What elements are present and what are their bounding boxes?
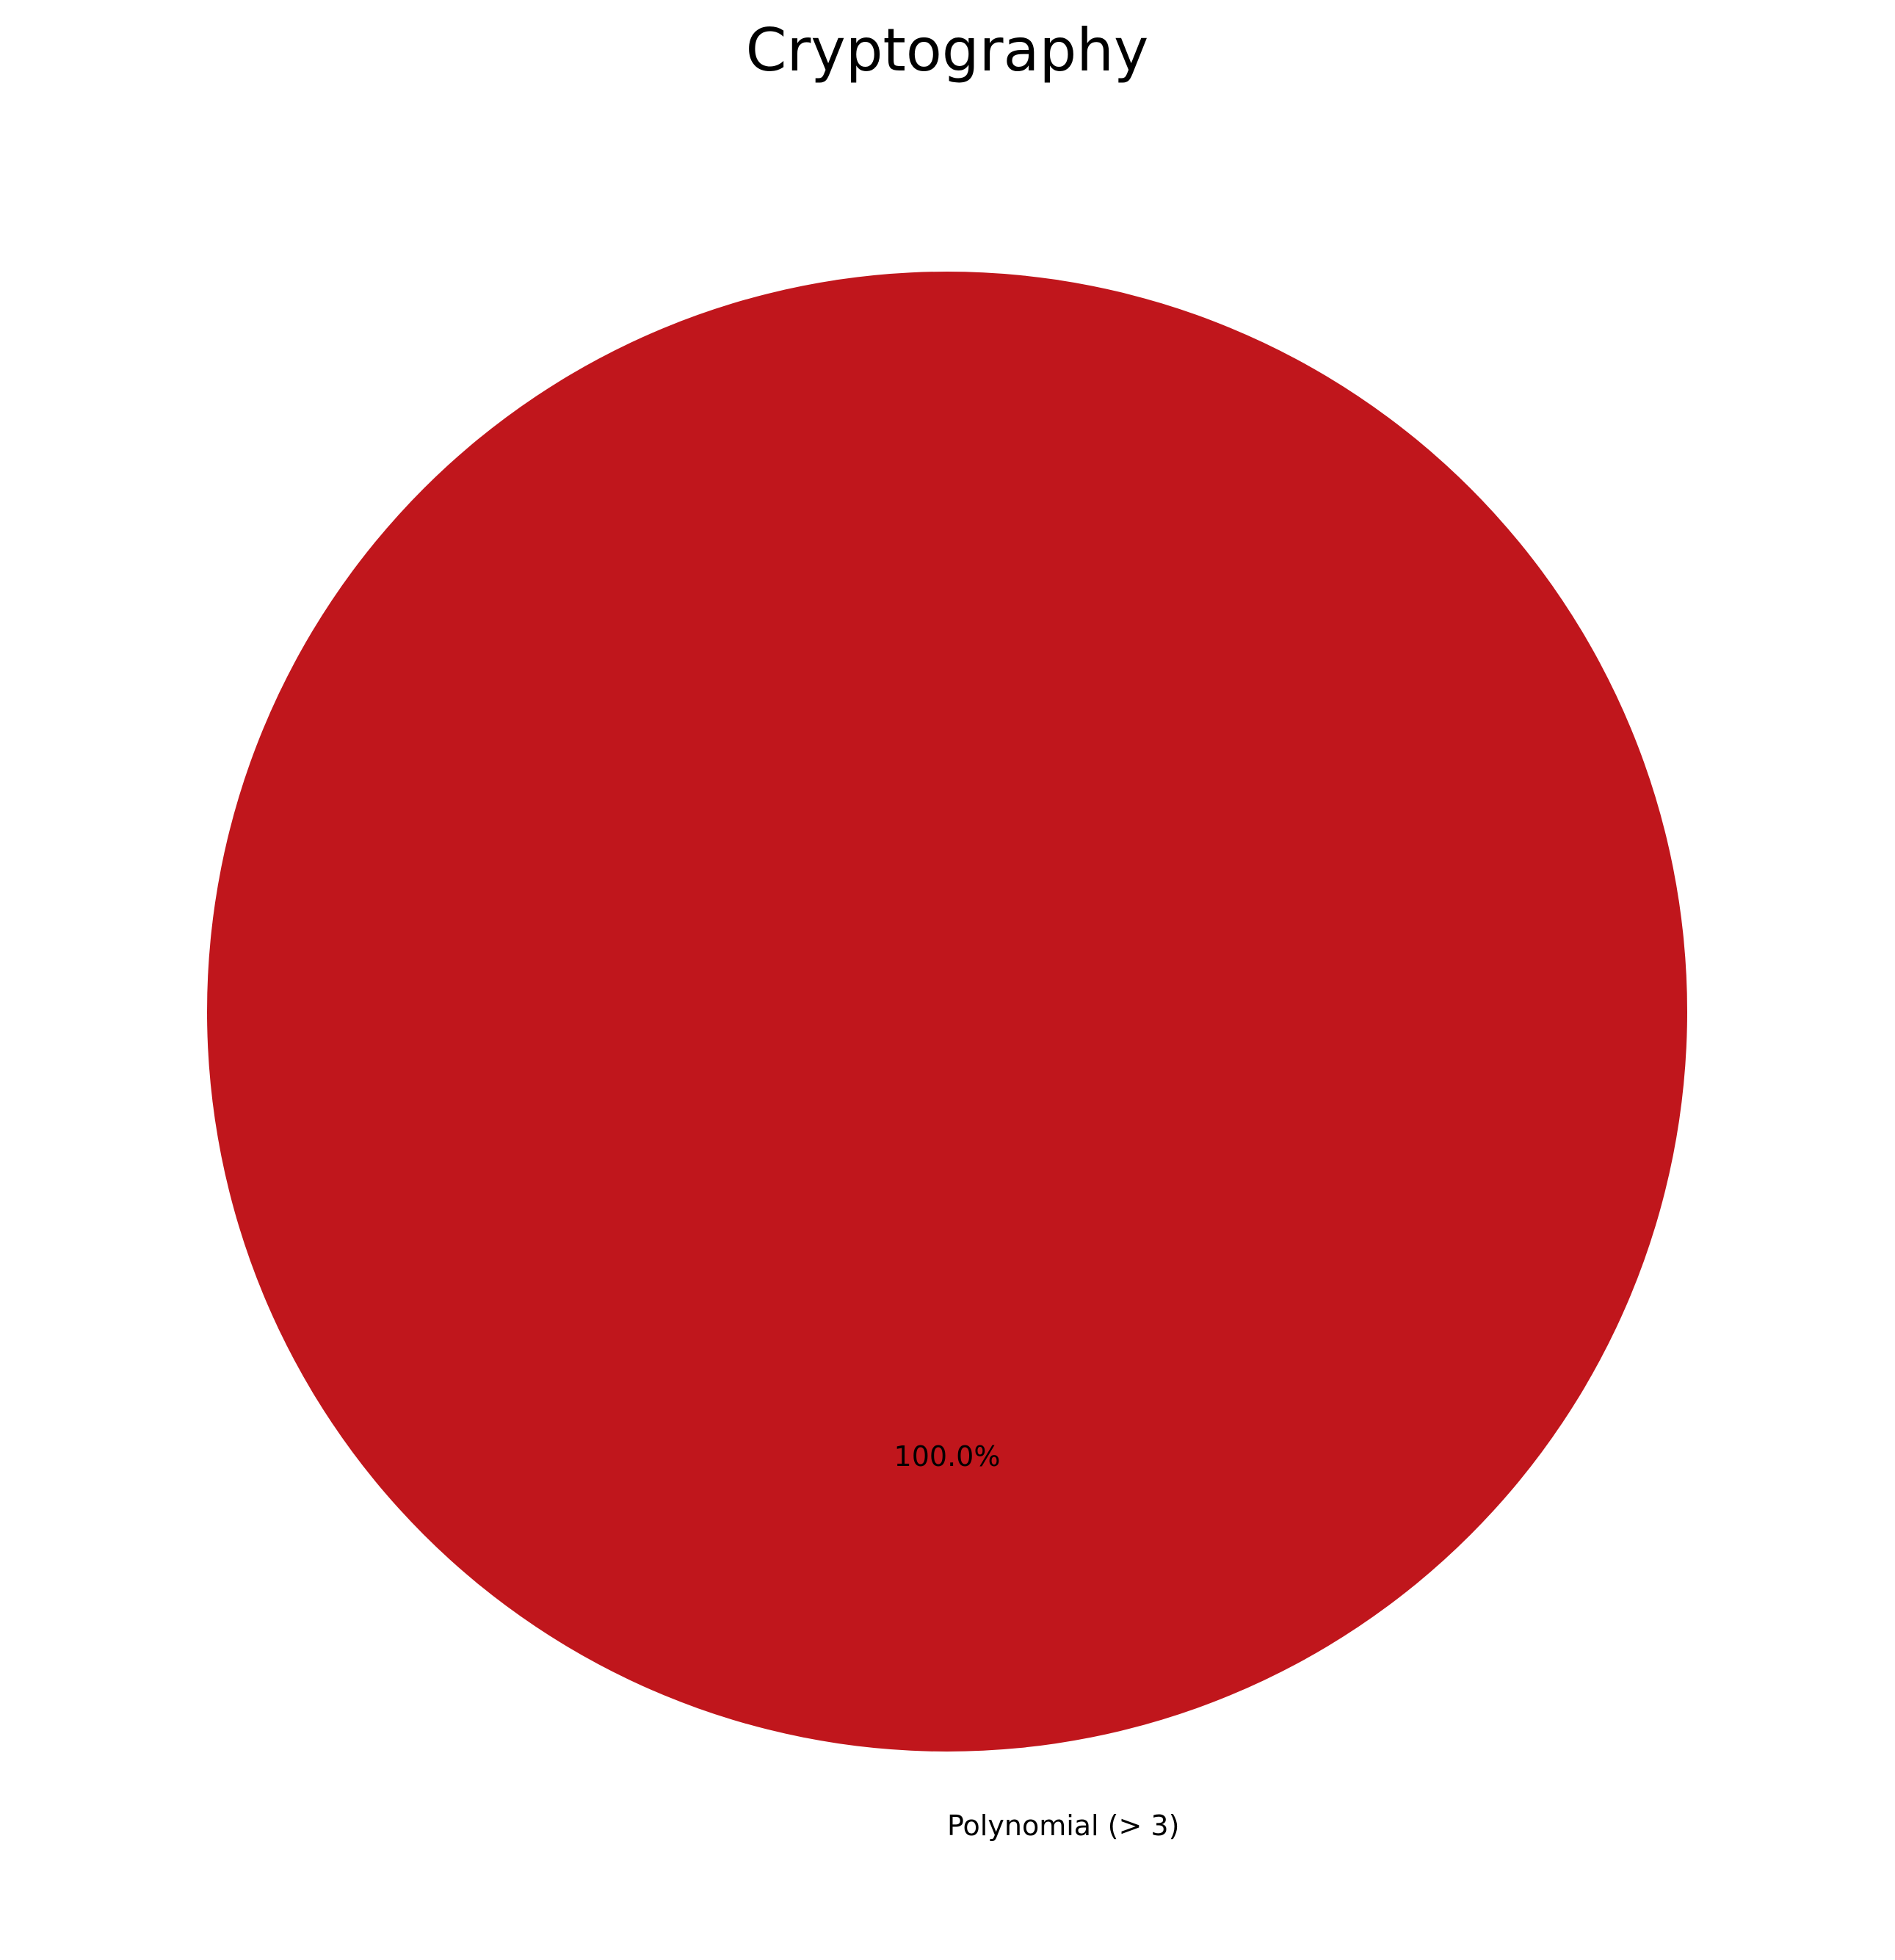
chart-title: Cryptography: [746, 16, 1149, 84]
slice-category-label: Polynomial (> 3): [947, 1810, 1179, 1842]
pie-slice: [207, 272, 1687, 1752]
pie-labels: 100.0% Polynomial (> 3): [894, 1440, 1180, 1842]
slice-percent-label: 100.0%: [894, 1440, 1001, 1473]
pie-slices: [207, 272, 1687, 1752]
